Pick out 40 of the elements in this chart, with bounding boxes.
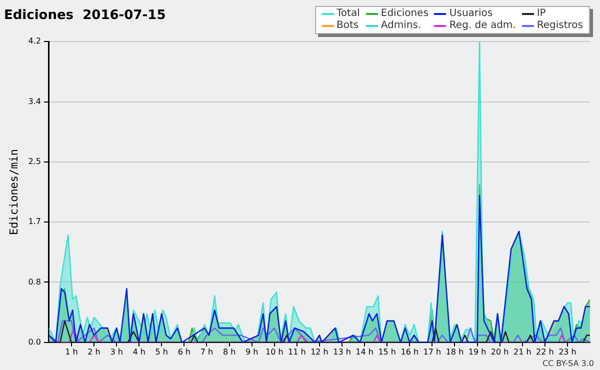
x-tick-label: 23 h [558, 347, 576, 356]
x-tick-label: 9 h [245, 347, 258, 356]
legend-label: Bots [336, 20, 359, 32]
y-tick-label: 4.2 [28, 36, 41, 46]
x-tick-label: 6 h [178, 347, 191, 356]
y-tick-label: 0.0 [28, 337, 41, 346]
x-tick-label: 7 h [200, 347, 214, 356]
x-tick-label: 15 h [378, 347, 396, 356]
x-tick-label: 19 h [468, 347, 486, 356]
legend-label: Total [336, 8, 360, 20]
y-axis-title: Ediciones/min [7, 148, 20, 236]
x-tick-label: 12 h [310, 347, 328, 356]
x-tick-label: 13 h [333, 347, 351, 356]
legend-label: Ediciones [380, 8, 428, 20]
legend-label: Usuarios [449, 8, 493, 20]
x-tick-label: 14 h [356, 347, 374, 356]
text: CC BY-SA 3.0 [542, 359, 594, 368]
x-tick-label: 1 h [65, 347, 78, 356]
x-tick-label: 8 h [222, 347, 236, 356]
x-tick-label: 10 h [265, 347, 284, 356]
x-tick-label: 21 h [513, 347, 532, 356]
x-tick-label: 18 h [446, 347, 464, 356]
legend-label: Reg. de adm. [449, 20, 516, 32]
x-tick-label: 17 h [423, 347, 442, 356]
x-tick-label: 16 h [400, 347, 419, 356]
y-tick-label: 3.4 [28, 96, 41, 106]
x-tick-label: 5 h [155, 347, 168, 356]
legend-label: IP [536, 8, 546, 20]
x-tick-label: 2 h [88, 347, 100, 356]
x-tick-label: 20 h [490, 347, 509, 356]
legend-label: Admins. [380, 20, 422, 32]
x-tick-label: 4 h [132, 347, 146, 356]
y-tick-label: 1.7 [28, 217, 41, 226]
legend-label: Registros [536, 20, 583, 32]
y-tick-label: 2.5 [28, 157, 41, 166]
chart-title: Ediciones 2016-07-15 [4, 8, 166, 24]
x-tick-label: 3 h [110, 347, 123, 356]
y-tick-label: 0.8 [28, 277, 41, 286]
x-tick-label: 22 h [536, 347, 554, 356]
x-tick-label: 11 h [288, 347, 306, 356]
